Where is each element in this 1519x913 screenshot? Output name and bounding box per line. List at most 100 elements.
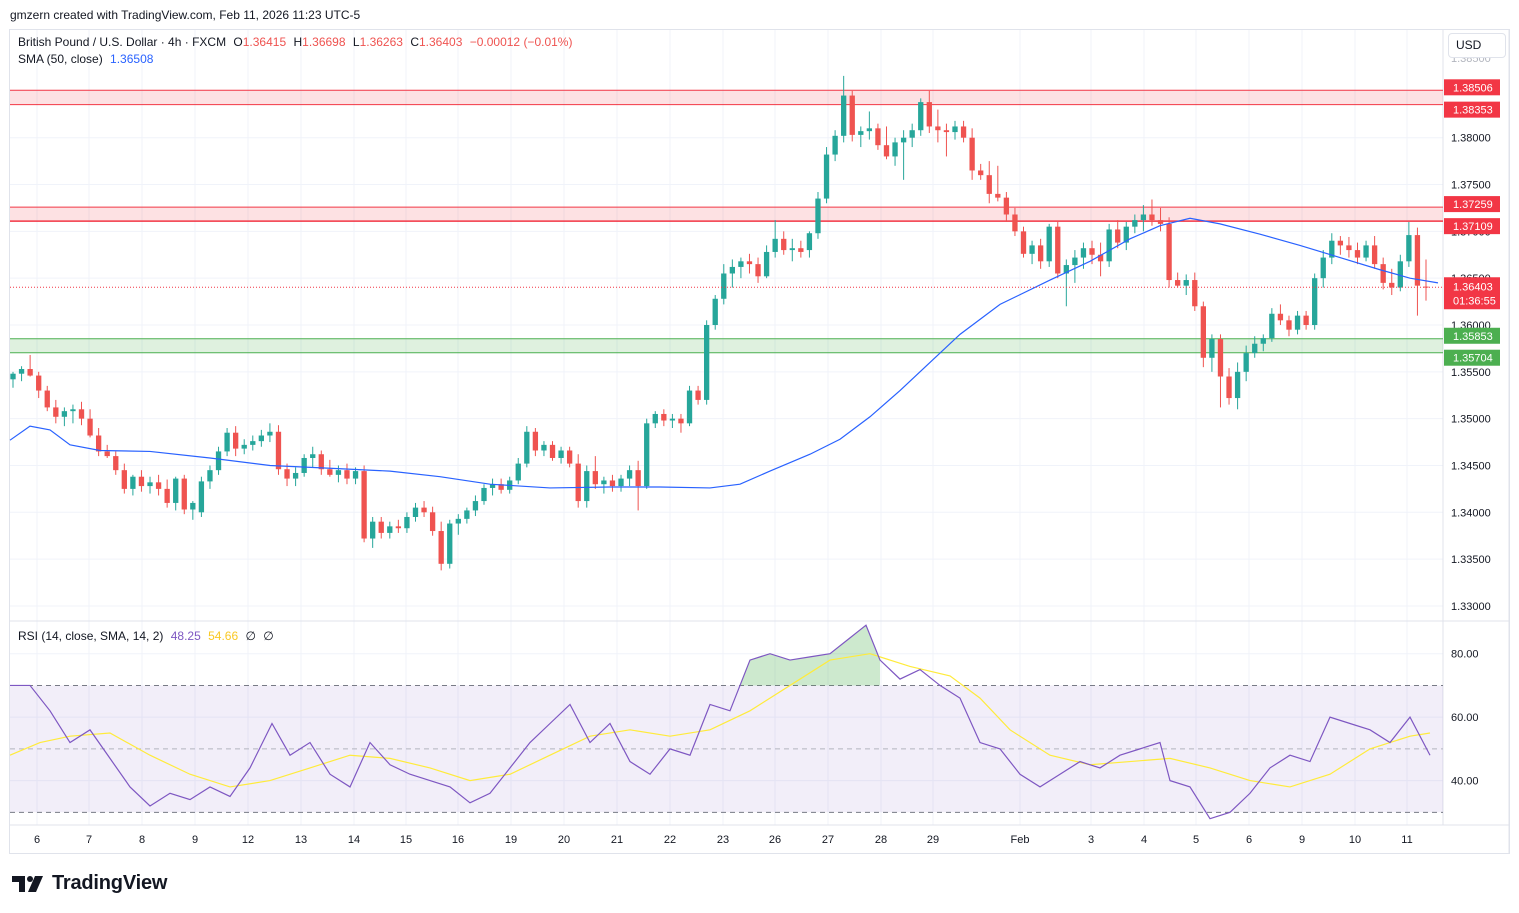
candle-body: [1380, 264, 1386, 283]
candle-body: [841, 95, 847, 136]
candle-body: [524, 431, 530, 464]
candle-body: [746, 261, 753, 265]
price-tick-label: 1.33500: [1451, 554, 1491, 566]
price-tick-label: 1.34500: [1451, 460, 1491, 472]
last-price-label: 1.36403: [1453, 281, 1493, 293]
close-value: 1.36403: [418, 35, 463, 49]
candle-body: [1183, 280, 1189, 286]
sma-legend: SMA (50, close) 1.36508: [18, 52, 157, 66]
candle-body: [61, 411, 68, 417]
low-label: L: [352, 35, 360, 49]
tradingview-logo[interactable]: TradingView: [12, 872, 167, 895]
candle-body: [1037, 245, 1044, 262]
candle-body: [952, 126, 958, 133]
symbol-legend: British Pound / U.S. Dollar · 4h · FXCM …: [18, 35, 576, 49]
candle-body: [1055, 226, 1061, 274]
candle-body: [1243, 353, 1249, 372]
candle-body: [472, 501, 479, 511]
candle-body: [1286, 320, 1292, 330]
close-label: C: [410, 35, 419, 49]
rsi-tick-label: 80.00: [1451, 649, 1479, 661]
time-tick-label: 16: [452, 834, 464, 846]
candle-body: [370, 521, 376, 539]
candle-body: [1209, 339, 1215, 358]
candle-body: [1234, 371, 1241, 399]
time-tick-label: 5: [1193, 834, 1199, 846]
candle-body: [292, 472, 299, 479]
rsi-value: 48.25: [170, 629, 201, 643]
rsi-line: [10, 624, 1431, 820]
candle-body: [1046, 226, 1052, 262]
candle-body: [1192, 280, 1198, 307]
rsi-extra-1: ∅: [245, 629, 256, 643]
candle-body: [224, 432, 230, 452]
candle-body: [900, 137, 907, 143]
candle-body: [909, 130, 915, 138]
candle-body: [421, 507, 427, 513]
candle-body: [352, 471, 359, 479]
candle-body: [284, 469, 290, 479]
price-tick-label: 1.37500: [1451, 180, 1491, 192]
candle-body: [447, 523, 453, 564]
support-price-tag: [1444, 349, 1500, 366]
candle-body: [558, 450, 564, 458]
candle-body: [1123, 226, 1129, 243]
candle-body: [387, 526, 393, 533]
candle-body: [121, 470, 127, 489]
currency-button[interactable]: USD: [1448, 33, 1506, 58]
candle-body: [404, 516, 410, 529]
rsi-label: RSI (14, close, SMA, 14, 2): [18, 629, 164, 643]
candle-body: [618, 478, 624, 487]
candle-body: [1363, 245, 1369, 258]
candle-body: [1089, 248, 1095, 255]
symbol-title: British Pound / U.S. Dollar · 4h · FXCM: [18, 35, 227, 49]
candle-body: [1003, 197, 1010, 215]
candle-body: [1097, 254, 1104, 262]
candle-body: [1166, 223, 1172, 281]
candle-body: [18, 369, 25, 374]
open-value: 1.36415: [242, 35, 287, 49]
resistance-zone-0: [10, 90, 1443, 105]
resistance-price-tag: [1444, 79, 1500, 96]
rsi-tick-label: 40.00: [1451, 776, 1479, 788]
candle-body: [155, 482, 162, 489]
candle-body: [883, 145, 890, 157]
candle-body: [635, 470, 641, 487]
price-tick-label: 1.35500: [1451, 367, 1491, 379]
candle-body: [943, 130, 950, 133]
candle-body: [1029, 245, 1035, 254]
candle-body: [772, 238, 778, 252]
candle-body: [198, 481, 205, 513]
candle-body: [53, 407, 59, 417]
time-tick-label: 12: [242, 834, 254, 846]
candle-body: [215, 451, 222, 471]
candle-body: [566, 450, 573, 464]
price-tick-label: 1.34000: [1451, 507, 1491, 519]
candle-body: [549, 444, 556, 458]
rsi-legend: RSI (14, close, SMA, 14, 2) 48.25 54.66 …: [18, 629, 278, 643]
candle-body: [918, 102, 924, 131]
candle-body: [1106, 229, 1112, 262]
candle-body: [686, 390, 693, 424]
sma-value: 1.36508: [110, 52, 154, 66]
open-label: O: [233, 35, 243, 49]
candle-body: [781, 238, 787, 251]
rsi-tick-label: 60.00: [1451, 712, 1479, 724]
time-tick-label: 4: [1141, 834, 1147, 846]
time-tick-label: 23: [717, 834, 729, 846]
candle-body: [1354, 250, 1361, 258]
candle-body: [429, 512, 436, 532]
time-tick-label: 6: [34, 834, 40, 846]
candle-body: [892, 142, 898, 157]
candle-body: [738, 261, 744, 267]
candle-body: [1140, 214, 1147, 221]
candle-body: [926, 102, 932, 127]
candle-body: [310, 454, 316, 458]
candle-body: [70, 409, 76, 412]
last-price-tag: [1444, 277, 1500, 310]
candle-body: [1346, 245, 1352, 251]
time-tick-label: 11: [1401, 834, 1412, 846]
support-price-tag: [1444, 327, 1500, 344]
candle-body: [806, 233, 813, 251]
